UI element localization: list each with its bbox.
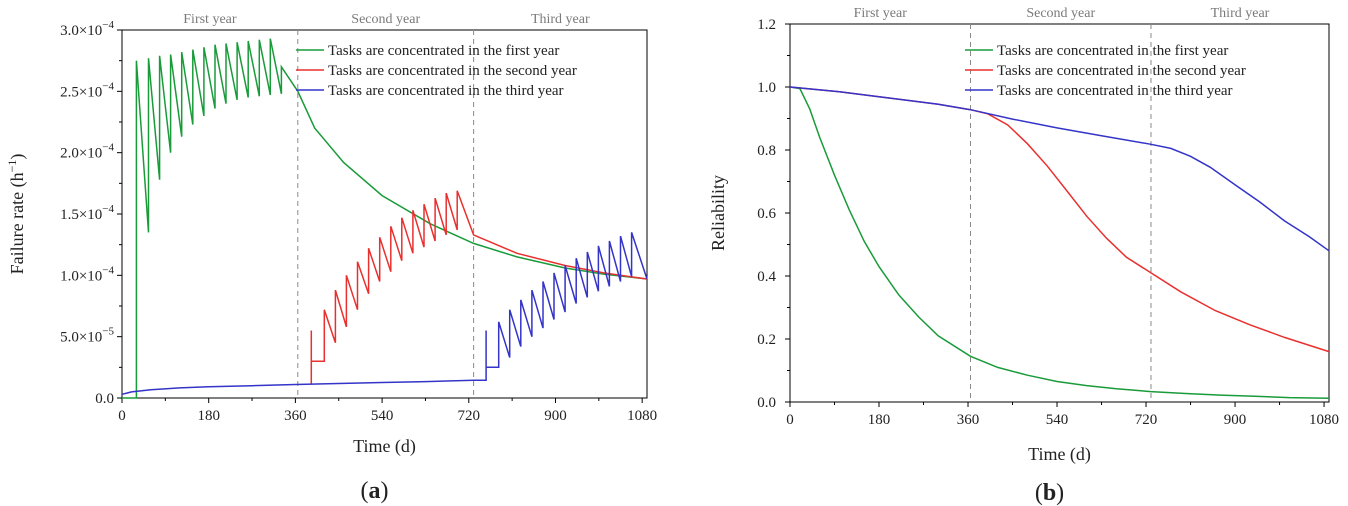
panel-b: First year Second year Third year 0 180 360 54…: [708, 6, 1339, 506]
year-label: Third year: [531, 12, 590, 27]
legend-label: Tasks are concentrated in the first year: [328, 43, 559, 59]
x-tick-label: 1080: [627, 408, 657, 424]
x-tick-label: 360: [957, 412, 980, 428]
x-tick-label: 900: [1224, 412, 1247, 428]
series-line-3: [121, 232, 648, 396]
plot-frame: [789, 23, 1330, 403]
panel-a: First year Second year Third year 0 180 360 54…: [5, 12, 657, 504]
x-tick-label: 720: [1135, 412, 1158, 428]
x-axis-title: Time (d): [353, 436, 416, 457]
y-tick-label: 3.0×10−4: [60, 19, 114, 39]
y-tick-label: 0.2: [757, 332, 776, 348]
x-tick-label: 900: [544, 408, 567, 424]
x-tick-label: 720: [458, 408, 481, 424]
y-tick-label: 0.0: [95, 391, 114, 407]
y-tick-label: 0.6: [757, 206, 776, 222]
year-label: Second year: [351, 12, 420, 27]
x-tick-label: 180: [868, 412, 891, 428]
year-label: First year: [854, 6, 908, 21]
y-tick-label: 1.5×10−4: [60, 203, 114, 223]
panel-label: (a): [361, 478, 389, 504]
x-axis-title: Time (d): [1028, 444, 1091, 465]
series-line-2: [789, 86, 1330, 353]
legend-label: Tasks are concentrated in the third year: [328, 83, 564, 99]
y-tick-label: 0.8: [757, 143, 776, 159]
y-tick-label: 2.0×10−4: [60, 142, 114, 162]
x-tick-label: 540: [1046, 412, 1069, 428]
year-label: Third year: [1211, 6, 1270, 21]
legend-label: Tasks are concentrated in the second yea…: [328, 63, 577, 79]
year-label: Second year: [1026, 6, 1095, 21]
y-tick-label: 5.0×10−5: [60, 326, 114, 346]
y-tick-label: 1.0: [757, 80, 776, 96]
legend-label: Tasks are concentrated in the third year: [997, 83, 1233, 99]
x-tick-label: 540: [371, 408, 394, 424]
series-line-1: [122, 38, 648, 399]
y-axis-title: Failure rate (h−1): [5, 154, 28, 275]
series-line-2: [310, 190, 648, 385]
x-tick-label: 0: [786, 412, 794, 428]
y-tick-label: 1.2: [757, 17, 776, 33]
y-tick-label: 2.5×10−4: [60, 80, 114, 100]
x-tick-label: 180: [197, 408, 220, 424]
panel-label: (b): [1035, 480, 1064, 506]
year-label: First year: [183, 12, 237, 27]
y-axis-title: Reliability: [708, 175, 728, 251]
x-tick-label: 360: [284, 408, 307, 424]
y-tick-label: 0.4: [757, 269, 776, 285]
y-tick-label: 1.0×10−4: [60, 264, 114, 284]
series-line-3: [789, 86, 1330, 252]
y-tick-label: 0.0: [757, 395, 776, 411]
legend-label: Tasks are concentrated in the second yea…: [997, 63, 1246, 79]
series-line-1: [789, 86, 1330, 399]
x-tick-label: 0: [118, 408, 126, 424]
legend-label: Tasks are concentrated in the first year: [997, 43, 1228, 59]
x-tick-label: 1080: [1309, 412, 1339, 428]
